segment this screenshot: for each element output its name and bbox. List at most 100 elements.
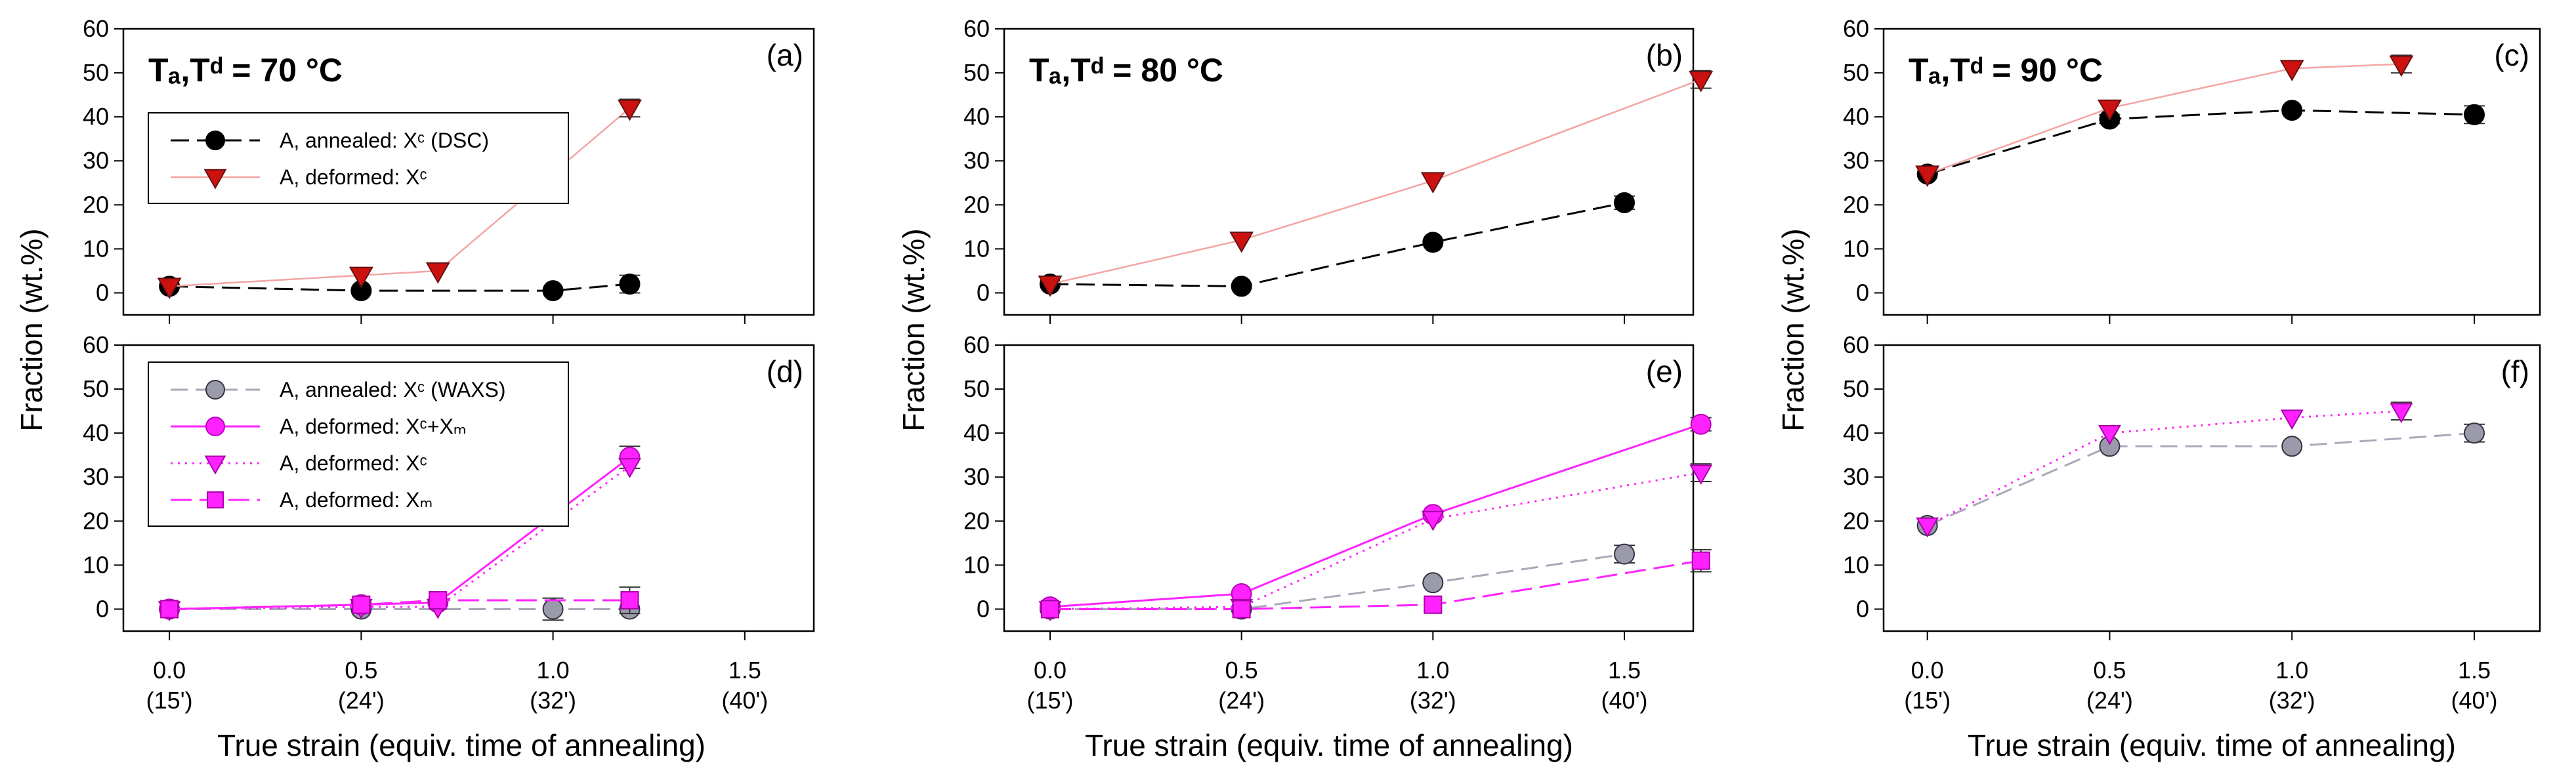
y-tick-label: 20 (1843, 191, 1869, 218)
data-point (1424, 595, 1443, 614)
y-tick-label: 50 (963, 375, 990, 402)
data-point (348, 266, 373, 289)
series-line (1049, 201, 1625, 287)
y-tick-label: 30 (1843, 463, 1869, 490)
y-axis-label-top-left: Fraction (wt.%) (14, 228, 49, 431)
series-defXcMag (1916, 401, 2413, 538)
x-tick-time-label: (15') (1027, 687, 1074, 714)
panel-label: (d) (767, 354, 803, 388)
y-tick-label: 60 (1843, 331, 1869, 358)
y-tick-label: 60 (83, 331, 109, 358)
x-tick-time-label: (32') (2269, 687, 2315, 714)
data-point (1689, 71, 1714, 93)
data-point (2280, 409, 2304, 430)
data-point (160, 600, 179, 619)
panel-frame (1003, 344, 1695, 632)
y-tick-label: 0 (96, 279, 109, 306)
data-point (619, 274, 641, 295)
data-point (429, 591, 448, 610)
y-tick-label: 30 (1843, 147, 1869, 174)
data-point (1420, 172, 1445, 194)
y-tick-label: 40 (963, 419, 990, 446)
panel-f: 0 10 20 30 40 50 60 0.0 (15') 0.5 (24') 1.0 (32') 1.5… (1843, 331, 2541, 714)
data-point (1229, 231, 1254, 253)
panels-layer: 0 10 20 30 40 50 60 (a) Tₐ,Tᵈ = 70 °C A, annealed… (83, 15, 2541, 714)
y-tick-label: 20 (963, 507, 990, 534)
series-line (1050, 553, 1625, 610)
series-line (1927, 109, 2475, 175)
panel-frame (1882, 28, 2541, 316)
x-tick-time-label: (24') (338, 687, 385, 714)
data-point (1231, 276, 1252, 297)
x-tick-label: 1.0 (1416, 657, 1449, 684)
legend-label: A, annealed: Xᶜ (DSC) (280, 129, 489, 152)
series-defXcRed (1915, 54, 2414, 187)
legend-box (148, 112, 569, 204)
series-defXcRed (1038, 70, 1714, 297)
series-line (1926, 410, 2401, 527)
y-tick-label: 10 (83, 235, 109, 262)
panel-title: Tₐ,Tᵈ = 80 °C (1029, 52, 1223, 89)
series-waxs (1916, 422, 2485, 537)
series-line (1050, 560, 1701, 610)
y-tick-label: 60 (1843, 15, 1869, 42)
y-tick-label: 10 (83, 551, 109, 578)
legend-marker (207, 491, 224, 508)
x-tick-time-label: (40') (1601, 687, 1648, 714)
series-line (1927, 63, 2401, 175)
panel-frame (122, 344, 815, 632)
panel-label: (e) (1646, 354, 1683, 388)
y-tick-label: 40 (83, 419, 109, 446)
data-point (1421, 510, 1445, 531)
y-tick-label: 0 (1856, 279, 1869, 306)
series-defXcMag (1038, 463, 1713, 621)
data-point (157, 278, 182, 300)
legend-label: A, deformed: Xₘ (280, 488, 433, 512)
x-tick-time-label: (24') (2086, 687, 2133, 714)
x-tick-label: 0.0 (153, 657, 186, 684)
x-tick-label: 0.5 (345, 657, 377, 684)
x-tick-label: 0.5 (1225, 657, 1258, 684)
y-tick-label: 40 (1843, 103, 1869, 130)
x-tick-time-label: (32') (530, 687, 576, 714)
y-tick-label: 60 (963, 15, 990, 42)
data-point (1422, 572, 1444, 594)
data-point (2281, 436, 2303, 457)
panel-d: 0 10 20 30 40 50 60 0.0 (15') 0.5 (24') 1.0 (32') 1.5… (83, 331, 815, 714)
x-axis-label-middle: True strain (equiv. time of annealing) (1085, 728, 1573, 762)
legend-label: A, deformed: Xᶜ+Xₘ (280, 415, 467, 438)
x-axis-label-left: True strain (equiv. time of annealing) (217, 728, 706, 762)
x-tick-label: 1.0 (537, 657, 570, 684)
series-line (169, 283, 630, 292)
y-tick-label: 60 (83, 15, 109, 42)
series-defXm (160, 586, 641, 619)
series-dsc (1916, 100, 2485, 185)
data-point (352, 595, 371, 614)
y-tick-label: 40 (1843, 419, 1869, 446)
y-tick-label: 20 (963, 191, 990, 218)
data-point (1232, 600, 1251, 619)
data-point (2389, 55, 2414, 77)
data-point (2464, 104, 2485, 125)
panel-a: 0 10 20 30 40 50 60 (a) Tₐ,Tᵈ = 70 °C A, annealed… (83, 15, 815, 324)
data-point (2279, 60, 2304, 81)
data-point (1614, 192, 1635, 213)
x-tick-label: 1.5 (1608, 657, 1641, 684)
data-point (1614, 543, 1635, 565)
series-dsc (159, 274, 641, 302)
y-tick-label: 30 (83, 147, 109, 174)
series-defXm (1041, 548, 1712, 619)
y-tick-label: 0 (977, 595, 990, 622)
series-dsc (1040, 192, 1635, 297)
data-point (617, 99, 642, 121)
x-axis-label-right: True strain (equiv. time of annealing) (1968, 728, 2456, 762)
series-line (1049, 423, 1702, 608)
y-tick-label: 30 (83, 463, 109, 490)
x-tick-label: 1.5 (2458, 657, 2491, 684)
legend-label: A, annealed: Xᶜ (WAXS) (280, 378, 506, 401)
panel-frame (1003, 28, 1695, 316)
y-tick-label: 20 (83, 191, 109, 218)
series-waxs (1040, 543, 1635, 620)
y-tick-label: 50 (1843, 59, 1869, 86)
